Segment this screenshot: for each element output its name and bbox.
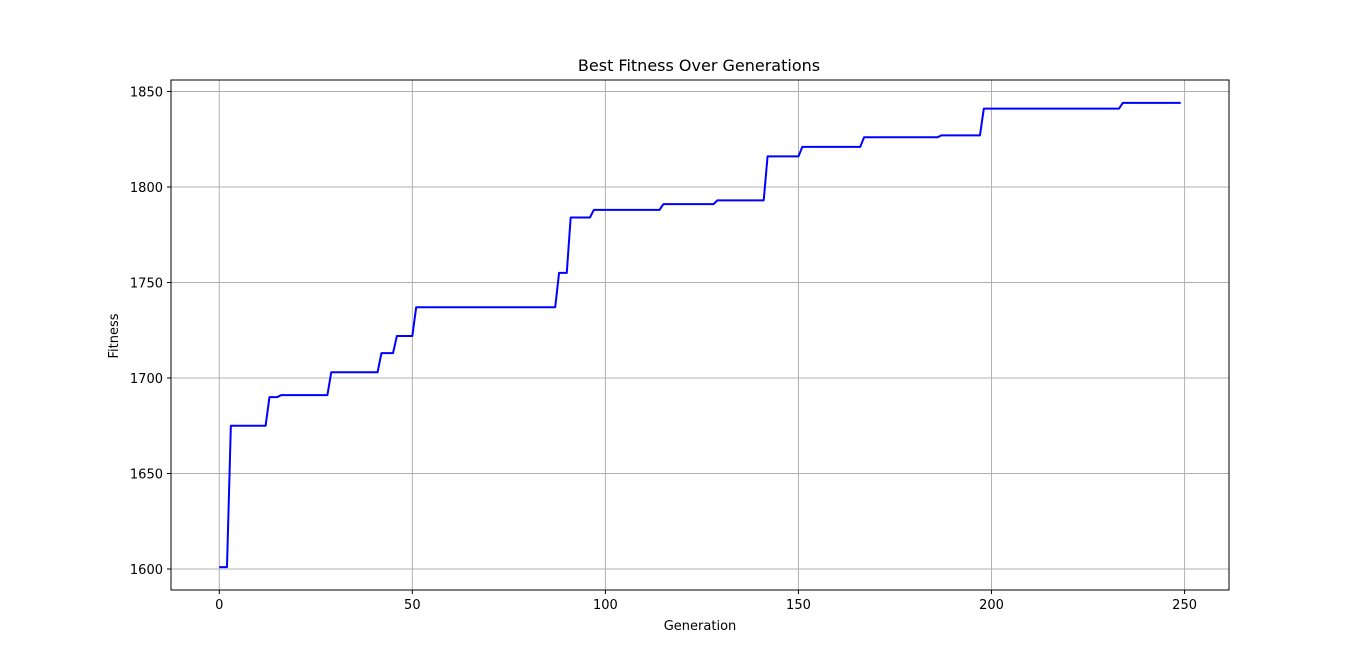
fitness-series-line bbox=[219, 101, 1181, 569]
y-tick-label: 1600 bbox=[130, 563, 163, 578]
x-axis-ticks: 0 50 100 150 200 250 bbox=[215, 590, 1197, 613]
y-axis-ticks: 1600 1650 1700 1750 1800 1850 bbox=[130, 85, 171, 578]
x-tick-label: 100 bbox=[593, 598, 618, 613]
x-tick-label: 50 bbox=[404, 598, 421, 613]
y-tick-label: 1750 bbox=[130, 276, 163, 291]
y-tick-label: 1850 bbox=[130, 85, 163, 100]
y-tick-label: 1650 bbox=[130, 467, 163, 482]
y-tick-label: 1800 bbox=[130, 181, 163, 196]
x-axis-label: Generation bbox=[664, 619, 737, 634]
grid-lines bbox=[171, 80, 1229, 590]
x-tick-label: 0 bbox=[215, 598, 223, 613]
chart-title: Best Fitness Over Generations bbox=[578, 56, 820, 75]
series-layer bbox=[219, 101, 1181, 569]
x-tick-label: 250 bbox=[1172, 598, 1197, 613]
x-tick-label: 150 bbox=[786, 598, 811, 613]
x-tick-label: 200 bbox=[979, 598, 1004, 613]
y-axis-label: Fitness bbox=[107, 313, 122, 358]
plot-area-frame bbox=[170, 79, 1230, 591]
y-tick-label: 1700 bbox=[130, 372, 163, 387]
